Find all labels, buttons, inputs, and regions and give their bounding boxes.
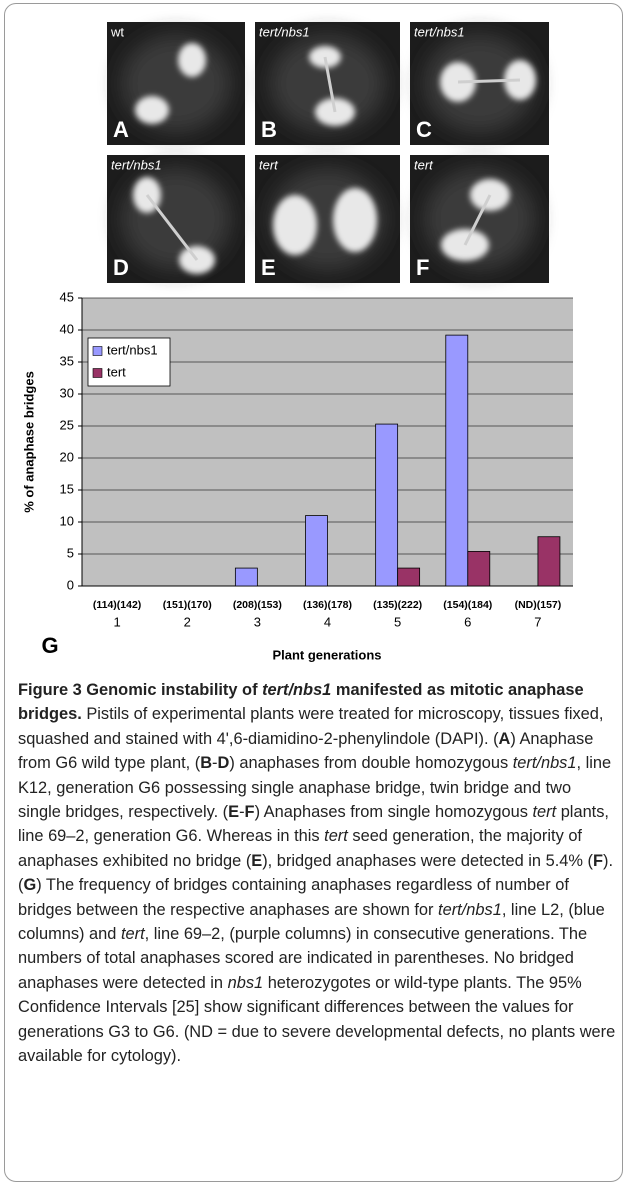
chromatin: [135, 96, 169, 124]
micrograph: tert/nbs1 C: [410, 22, 549, 145]
y-tick-label: 45: [60, 289, 74, 304]
x-tick-label: 1: [113, 614, 120, 629]
chromatin: [273, 195, 317, 255]
x-tick-label: 6: [464, 614, 471, 629]
bar: [446, 335, 468, 586]
x-tick-label: 7: [534, 614, 541, 629]
panel-letter: E: [261, 255, 276, 280]
caption-text: tert/nbs1: [513, 754, 577, 772]
anaphase-bridge: [458, 80, 520, 82]
y-tick-label: 35: [60, 353, 74, 368]
panel-letter: B: [261, 117, 277, 142]
caption-text: F: [245, 803, 255, 821]
caption-text: G: [23, 876, 36, 894]
micrograph: tert E: [255, 155, 400, 283]
background-glow: [121, 34, 231, 132]
x-count-label: (154)(184): [443, 599, 492, 611]
panel-letter: F: [416, 255, 429, 280]
caption-text: tert: [532, 803, 556, 821]
x-tick-label: 3: [254, 614, 261, 629]
y-tick-label: 40: [60, 321, 74, 336]
caption-text: Figure 3 Genomic instability of: [18, 681, 262, 699]
y-tick-label: 25: [60, 417, 74, 432]
y-tick-label: 15: [60, 481, 74, 496]
x-tick-label: 4: [324, 614, 331, 629]
chromatin: [333, 188, 377, 252]
caption-text: tert/nbs1: [438, 901, 502, 919]
caption-text: D: [218, 754, 230, 772]
caption-text: nbs1: [228, 974, 264, 992]
x-count-label: (151)(170): [163, 599, 212, 611]
figure-caption: Figure 3 Genomic instability of tert/nbs…: [18, 678, 616, 1069]
caption-text: E: [228, 803, 239, 821]
panel-label: wt: [110, 24, 124, 39]
panel-letter: G: [41, 633, 58, 658]
bar: [398, 568, 420, 586]
micrograph: tert F: [410, 155, 549, 283]
caption-text: ) anaphases from double homozygous: [229, 754, 512, 772]
caption-text: ), bridged anaphases were detected in 5.…: [262, 852, 593, 870]
caption-text: E: [251, 852, 262, 870]
x-tick-label: 5: [394, 614, 401, 629]
legend-swatch: [93, 369, 102, 378]
panel-letter: C: [416, 117, 432, 142]
x-count-label: (136)(178): [303, 599, 352, 611]
caption-text: F: [593, 852, 603, 870]
micrograph: tert/nbs1 B: [255, 22, 400, 145]
panel-label: tert/nbs1: [414, 24, 465, 39]
x-count-label: (ND)(157): [515, 599, 562, 611]
caption-text: ) Anaphases from single homozygous: [255, 803, 533, 821]
y-tick-label: 5: [67, 545, 74, 560]
panel-label: tert/nbs1: [111, 157, 162, 172]
y-tick-label: 30: [60, 385, 74, 400]
panel-label: tert/nbs1: [259, 24, 310, 39]
x-tick-label: 2: [184, 614, 191, 629]
micrograph: wt A: [107, 22, 245, 145]
legend-label: tert: [107, 364, 126, 379]
bar-chart: G Plant generations % of anaphase bridge…: [21, 289, 573, 662]
y-tick-label: 0: [67, 577, 74, 592]
bar: [376, 424, 398, 586]
micrograph: tert/nbs1 D: [107, 155, 245, 283]
caption-text: A: [499, 730, 511, 748]
legend-swatch: [93, 347, 102, 356]
x-count-label: (208)(153): [233, 599, 282, 611]
figure-page: wt Atert/nbs1 Btert/nbs1 Ctert/nbs1 Dtert Ete…: [0, 0, 629, 1187]
bar: [235, 568, 257, 586]
legend-label: tert/nbs1: [107, 342, 158, 357]
y-tick-label: 10: [60, 513, 74, 528]
panel-label: tert: [414, 157, 434, 172]
panel-letter: D: [113, 255, 129, 280]
panel-letter: A: [113, 117, 129, 142]
caption-text: B: [200, 754, 212, 772]
chromatin: [178, 43, 206, 77]
bar: [306, 516, 328, 586]
y-axis-title: % of anaphase bridges: [21, 371, 36, 513]
x-count-label: (114)(142): [93, 599, 141, 611]
caption-text: tert: [324, 827, 348, 845]
bar: [538, 537, 560, 586]
bar: [468, 551, 490, 586]
caption-text: tert: [121, 925, 145, 943]
panel-label: tert: [259, 157, 279, 172]
y-tick-label: 20: [60, 449, 74, 464]
x-axis-title: Plant generations: [272, 647, 381, 662]
x-count-label: (135)(222): [373, 599, 422, 611]
caption-text: tert/nbs1: [262, 681, 331, 699]
